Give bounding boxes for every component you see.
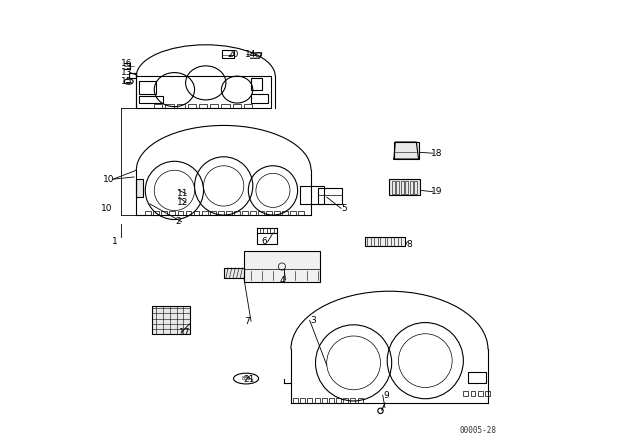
Bar xyxy=(139,96,163,103)
Bar xyxy=(343,398,348,403)
Bar xyxy=(351,398,355,403)
Bar xyxy=(139,81,157,94)
Bar xyxy=(165,104,173,108)
Bar xyxy=(468,372,486,383)
Bar xyxy=(329,398,334,403)
Bar xyxy=(154,211,159,215)
Bar xyxy=(218,211,224,215)
Bar xyxy=(367,237,371,246)
Bar xyxy=(293,398,298,403)
Bar xyxy=(358,398,363,403)
Text: 19: 19 xyxy=(431,187,442,196)
Text: 888: 888 xyxy=(241,376,251,381)
Bar xyxy=(251,94,269,103)
Bar xyxy=(463,391,468,396)
Bar xyxy=(477,391,483,396)
Text: 10: 10 xyxy=(102,204,113,213)
Bar xyxy=(257,233,278,244)
Bar xyxy=(145,211,151,215)
Text: 10: 10 xyxy=(103,175,115,184)
Text: 4: 4 xyxy=(279,276,285,284)
Bar xyxy=(298,211,305,215)
Bar xyxy=(188,104,196,108)
Text: 12: 12 xyxy=(177,198,188,207)
Bar xyxy=(210,104,218,108)
Bar xyxy=(224,268,244,278)
Bar xyxy=(485,391,490,396)
Bar xyxy=(275,211,280,215)
Text: 15: 15 xyxy=(121,77,132,86)
Bar xyxy=(233,104,241,108)
Text: 1: 1 xyxy=(112,237,118,246)
Bar xyxy=(161,211,167,215)
Bar xyxy=(336,398,341,403)
Bar xyxy=(258,211,264,215)
Bar xyxy=(136,179,143,197)
Bar xyxy=(152,306,190,334)
Bar xyxy=(194,211,200,215)
Bar xyxy=(380,237,385,246)
Bar xyxy=(221,104,230,108)
Bar xyxy=(387,237,391,246)
Text: 8: 8 xyxy=(407,240,412,249)
Bar xyxy=(401,237,404,246)
Bar xyxy=(186,211,191,215)
Bar xyxy=(251,78,262,90)
Text: 9: 9 xyxy=(383,391,389,400)
Bar xyxy=(394,142,419,159)
Text: 00005-28: 00005-28 xyxy=(460,426,497,435)
Bar xyxy=(396,181,399,194)
Bar xyxy=(389,179,420,195)
Bar xyxy=(170,211,175,215)
Text: 20: 20 xyxy=(227,50,238,59)
Bar xyxy=(244,104,252,108)
Bar xyxy=(202,211,207,215)
Bar xyxy=(234,211,240,215)
Text: 21: 21 xyxy=(244,375,255,384)
Bar xyxy=(266,211,272,215)
Text: 11: 11 xyxy=(177,189,188,198)
Bar xyxy=(136,76,271,108)
Bar xyxy=(222,50,234,58)
Bar xyxy=(210,211,216,215)
Text: 13: 13 xyxy=(121,68,132,77)
Bar xyxy=(315,398,319,403)
Bar xyxy=(282,211,288,215)
Bar xyxy=(392,181,395,194)
Bar xyxy=(291,211,296,215)
Text: 16: 16 xyxy=(121,59,132,68)
Bar xyxy=(365,237,405,246)
Bar xyxy=(199,104,207,108)
Bar xyxy=(177,211,184,215)
Bar xyxy=(177,104,185,108)
Bar xyxy=(394,237,398,246)
Bar xyxy=(300,186,324,204)
Text: 5: 5 xyxy=(342,204,348,213)
Bar xyxy=(154,104,163,108)
Bar xyxy=(244,251,320,282)
Text: 14: 14 xyxy=(245,50,256,59)
Bar xyxy=(414,181,417,194)
Bar xyxy=(405,181,408,194)
Bar xyxy=(470,391,476,396)
Text: 7: 7 xyxy=(244,317,250,326)
Bar xyxy=(226,211,232,215)
Bar xyxy=(322,398,327,403)
Bar xyxy=(307,398,312,403)
Text: 2: 2 xyxy=(175,217,180,226)
Bar xyxy=(401,181,404,194)
Bar xyxy=(300,398,305,403)
Bar xyxy=(242,211,248,215)
Bar xyxy=(250,211,256,215)
Bar xyxy=(317,188,342,204)
Text: 17: 17 xyxy=(179,328,191,337)
Text: 3: 3 xyxy=(310,316,316,325)
Bar xyxy=(410,181,413,194)
Text: 6: 6 xyxy=(261,237,267,246)
Text: 18: 18 xyxy=(431,149,442,158)
Bar xyxy=(374,237,378,246)
